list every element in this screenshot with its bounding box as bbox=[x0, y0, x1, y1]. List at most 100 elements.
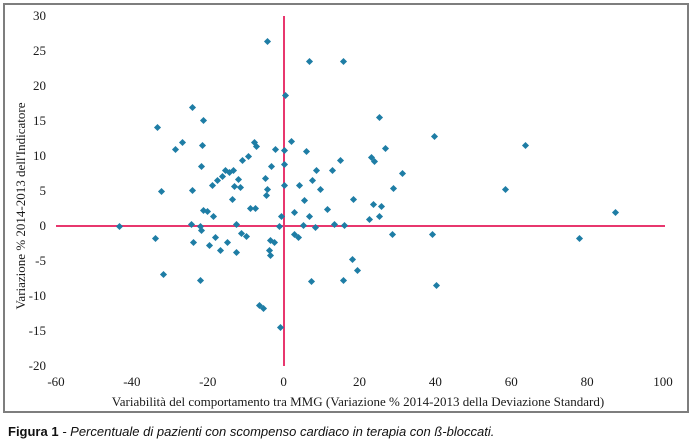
scatter-point bbox=[317, 186, 325, 194]
scatter-point bbox=[216, 247, 225, 255]
scatter-point bbox=[295, 233, 303, 241]
scatter-point bbox=[199, 142, 207, 150]
x-tick-label: -40 bbox=[123, 374, 141, 389]
scatter-point bbox=[376, 212, 384, 220]
scatter-point bbox=[306, 57, 314, 65]
scatter-point bbox=[350, 196, 358, 204]
scatter-point bbox=[253, 142, 261, 150]
scatter-point bbox=[154, 123, 162, 132]
scatter-point bbox=[301, 196, 309, 204]
scatter-point bbox=[236, 184, 244, 192]
scatter-point bbox=[235, 175, 243, 183]
x-tick-label: 40 bbox=[428, 374, 442, 389]
scatter-point bbox=[160, 270, 168, 279]
scatter-point bbox=[290, 208, 299, 216]
scatter-point bbox=[341, 221, 349, 230]
y-tick-label: -5 bbox=[35, 253, 46, 268]
scatter-point bbox=[366, 215, 374, 223]
y-tick-label: 25 bbox=[33, 43, 46, 58]
scatter-point bbox=[152, 235, 160, 243]
scatter-point bbox=[376, 113, 384, 121]
scatter-point bbox=[331, 221, 339, 229]
scatter-point bbox=[300, 221, 308, 230]
figure-caption: Figura 1 - Percentuale di pazienti con s… bbox=[8, 424, 494, 439]
scatter-point bbox=[229, 196, 237, 204]
scatter-point bbox=[389, 231, 397, 239]
scatter-point bbox=[329, 166, 337, 174]
scatter-point bbox=[190, 238, 198, 246]
scatter-point bbox=[306, 212, 314, 220]
scatter-point bbox=[612, 209, 620, 217]
scatter-point bbox=[232, 249, 240, 257]
scatter-point bbox=[187, 221, 195, 229]
crosshair-vertical-line bbox=[282, 16, 285, 366]
scatter-point bbox=[389, 184, 397, 192]
figure-caption-label: Figura 1 bbox=[8, 424, 59, 439]
scatter-point bbox=[431, 133, 439, 141]
scatter-point bbox=[433, 282, 441, 290]
y-tick-label: -15 bbox=[28, 323, 46, 338]
crosshair-horizontal-line bbox=[56, 225, 665, 227]
scatter-point bbox=[199, 116, 207, 125]
scatter-point bbox=[251, 205, 259, 213]
scatter-point bbox=[323, 205, 332, 213]
scatter-point bbox=[382, 144, 390, 153]
scatter-point bbox=[238, 156, 247, 164]
scatter-point bbox=[522, 142, 530, 150]
scatter-point bbox=[267, 252, 275, 260]
scatter-point bbox=[370, 200, 378, 209]
x-tick-label: 60 bbox=[504, 374, 518, 389]
x-tick-label: 100 bbox=[653, 374, 673, 389]
scatter-point bbox=[337, 156, 345, 164]
y-tick-label: 30 bbox=[33, 8, 46, 23]
scatter-point bbox=[399, 170, 407, 178]
scatter-point bbox=[243, 233, 251, 241]
scatter-point bbox=[575, 235, 583, 243]
scatter-point bbox=[303, 147, 311, 155]
scatter-point bbox=[354, 266, 362, 274]
scatter-point bbox=[171, 145, 179, 153]
scatter-point bbox=[198, 163, 206, 171]
scatter-point bbox=[312, 166, 321, 174]
scatter-point bbox=[371, 158, 379, 166]
scatter-point bbox=[501, 186, 509, 194]
y-tick-label: -20 bbox=[28, 358, 46, 373]
y-tick-label: 5 bbox=[39, 183, 47, 198]
scatter-point bbox=[210, 212, 218, 220]
x-tick-label: 20 bbox=[353, 374, 366, 389]
scatter-point bbox=[308, 277, 316, 286]
scatter-point bbox=[282, 91, 290, 99]
figure-panel-border bbox=[3, 3, 689, 413]
scatter-point bbox=[264, 37, 272, 45]
x-tick-label: -60 bbox=[47, 374, 65, 389]
scatter-point bbox=[212, 233, 220, 241]
scatter-point bbox=[340, 277, 348, 285]
scatter-point bbox=[378, 203, 386, 211]
scatter-point bbox=[205, 242, 214, 250]
scatter-point bbox=[429, 231, 437, 239]
x-tick-label: 0 bbox=[280, 374, 287, 389]
scatter-point bbox=[232, 221, 240, 229]
scatter-point bbox=[271, 238, 279, 246]
y-axis-label: Variazione % 2014-2013 dell'Indicatore bbox=[13, 102, 28, 310]
scatter-point bbox=[260, 305, 268, 313]
scatter-point bbox=[196, 277, 204, 285]
x-tick-label: -20 bbox=[199, 374, 217, 389]
scatter-point bbox=[262, 191, 270, 199]
figure-caption-text: - Percentuale di pazienti con scompenso … bbox=[62, 424, 495, 439]
scatter-point bbox=[340, 58, 348, 66]
scatter-point bbox=[209, 182, 217, 190]
y-tick-label: 15 bbox=[33, 113, 46, 128]
scatter-point bbox=[188, 186, 196, 195]
scatter-point bbox=[271, 145, 280, 153]
scatter-point bbox=[224, 238, 232, 246]
x-tick-label: 80 bbox=[580, 374, 594, 389]
scatter-point bbox=[188, 104, 196, 112]
scatter-point bbox=[296, 182, 304, 190]
scatter-point bbox=[245, 152, 253, 160]
y-tick-label: 20 bbox=[33, 78, 46, 93]
scatter-point bbox=[349, 256, 357, 264]
scatter-point bbox=[309, 177, 317, 185]
